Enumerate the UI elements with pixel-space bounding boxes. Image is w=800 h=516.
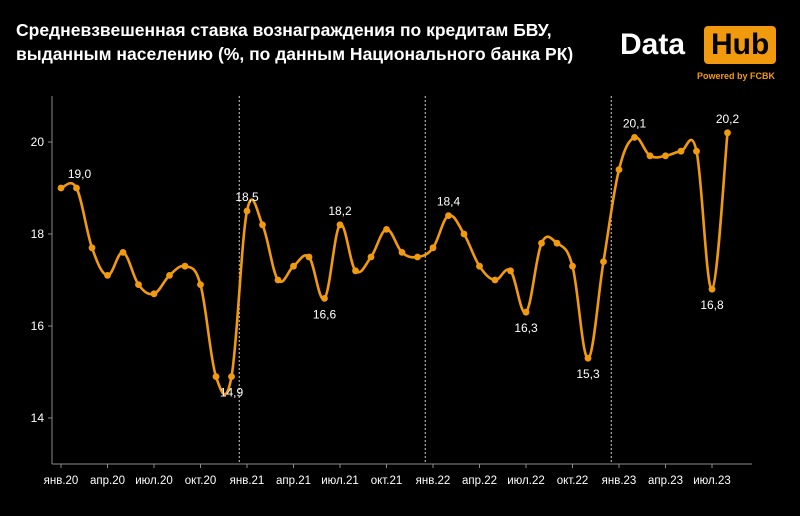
data-point — [662, 152, 669, 160]
x-tick-label: июл.23 — [693, 475, 731, 487]
data-point — [321, 295, 328, 302]
data-point — [522, 308, 530, 316]
data-point — [290, 262, 297, 270]
data-label: 19,0 — [68, 167, 92, 181]
x-tick-label: июл.21 — [321, 475, 359, 487]
data-point — [507, 267, 514, 275]
chart-title-line-1: Средневзвешенная ставка вознаграждения п… — [16, 20, 552, 40]
data-point — [445, 212, 452, 220]
chart-title: Средневзвешенная ставка вознаграждения п… — [16, 18, 606, 66]
datahub-logo: Data Hub Powered by FCBK — [620, 22, 780, 84]
data-point — [708, 285, 716, 293]
series-line — [59, 131, 729, 396]
data-point — [398, 249, 406, 256]
chart-title-line-2: выданным населению (%, по данным Национа… — [16, 44, 574, 64]
data-point — [429, 244, 437, 252]
logo-data-text: Data — [620, 28, 686, 61]
y-tick-label: 16 — [31, 319, 45, 333]
data-label: 20,1 — [623, 116, 647, 130]
y-tick-label: 18 — [31, 227, 45, 241]
data-point — [57, 184, 65, 192]
logo-powered-by: Powered by FCBK — [697, 71, 776, 81]
data-point — [88, 244, 96, 252]
y-tick-label: 20 — [31, 135, 45, 149]
data-point — [197, 281, 204, 288]
data-label: 14,9 — [220, 386, 244, 400]
data-label: 18,2 — [328, 204, 352, 218]
data-label: 16,3 — [514, 321, 538, 335]
x-tick-label: янв.21 — [230, 475, 265, 487]
x-tick-label: апр.21 — [276, 475, 311, 487]
data-point — [693, 147, 700, 155]
data-point — [631, 134, 638, 141]
data-point — [600, 258, 607, 265]
data-point — [414, 253, 421, 261]
data-point — [212, 373, 220, 380]
x-tick-label: апр.22 — [462, 475, 497, 487]
data-point — [383, 226, 390, 233]
data-point — [305, 253, 313, 261]
x-tick-label: окт.21 — [371, 475, 403, 487]
data-point — [569, 262, 576, 270]
x-tick-label: апр.23 — [648, 475, 683, 487]
data-point — [336, 221, 344, 229]
x-tick-label: апр.20 — [90, 475, 125, 487]
data-point — [274, 276, 282, 284]
data-point — [104, 272, 111, 279]
data-point — [352, 267, 359, 275]
data-point — [724, 129, 731, 137]
data-label: 15,3 — [576, 367, 600, 381]
data-label: 18,4 — [437, 195, 461, 209]
x-tick-label: окт.22 — [557, 475, 589, 487]
data-label: 18,5 — [235, 190, 259, 204]
y-tick-label: 14 — [31, 411, 45, 425]
data-label: 16,8 — [700, 298, 724, 312]
x-tick-label: июл.22 — [507, 475, 545, 487]
data-point — [119, 249, 127, 256]
data-point — [367, 253, 375, 261]
data-point — [538, 239, 545, 247]
data-label: 16,6 — [313, 307, 337, 321]
x-tick-label: янв.23 — [602, 475, 637, 487]
data-point — [259, 221, 266, 229]
x-tick-label: янв.22 — [416, 475, 451, 487]
data-point — [243, 207, 251, 215]
data-point — [73, 184, 80, 192]
x-tick-label: янв.20 — [44, 475, 79, 487]
data-label: 20,2 — [716, 112, 740, 126]
data-point — [584, 354, 592, 362]
data-point — [150, 290, 158, 298]
data-point — [476, 262, 483, 270]
data-point — [135, 281, 142, 288]
data-point — [460, 230, 468, 238]
logo-hub-badge: Hub — [704, 26, 777, 64]
x-tick-label: июл.20 — [135, 475, 173, 487]
x-tick-label: окт.20 — [185, 475, 217, 487]
data-point — [615, 166, 623, 174]
data-point — [677, 147, 685, 155]
data-point — [166, 272, 173, 279]
data-point — [228, 373, 235, 380]
data-point — [553, 239, 561, 247]
data-point — [181, 262, 189, 270]
data-point — [491, 276, 499, 284]
data-point — [646, 152, 654, 160]
